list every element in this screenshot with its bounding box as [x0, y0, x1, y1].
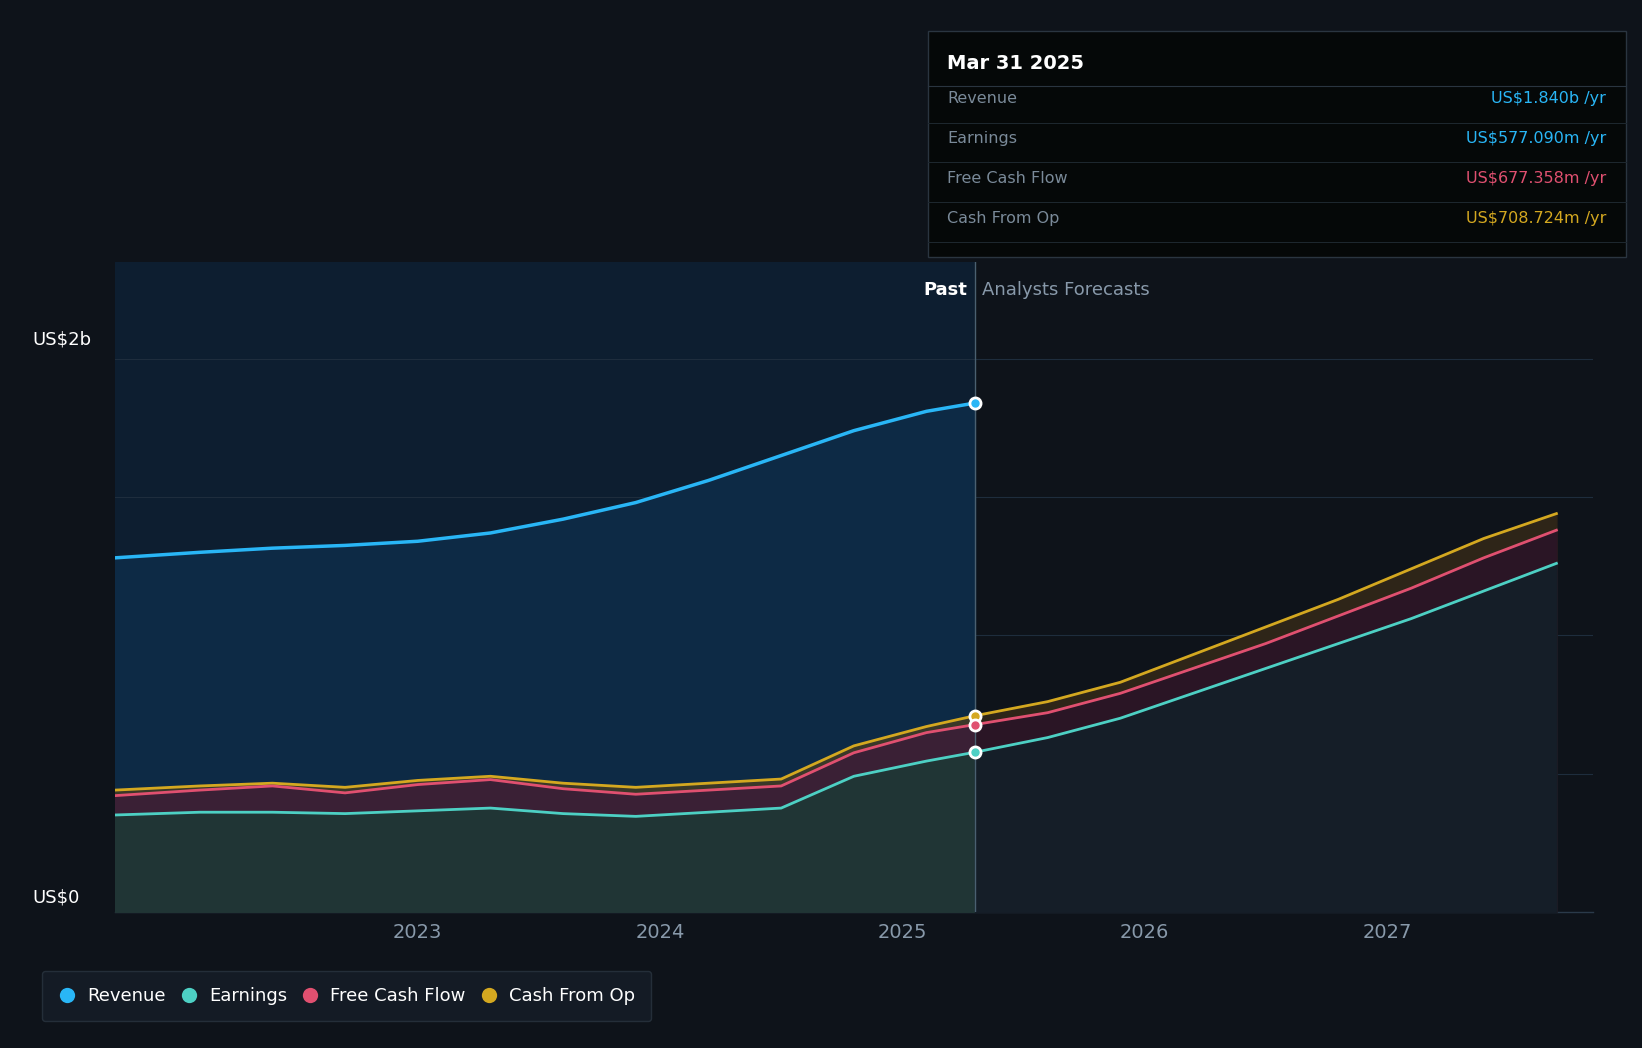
Text: Earnings: Earnings: [947, 131, 1018, 146]
Text: US$677.358m /yr: US$677.358m /yr: [1466, 171, 1606, 185]
Text: Revenue: Revenue: [947, 91, 1018, 106]
Bar: [115, 262, 975, 912]
Text: Past: Past: [924, 282, 967, 300]
Text: US$1.840b /yr: US$1.840b /yr: [1491, 91, 1606, 106]
Bar: [975, 262, 1593, 912]
Text: Free Cash Flow: Free Cash Flow: [947, 171, 1067, 185]
Text: Cash From Op: Cash From Op: [947, 211, 1059, 225]
Text: Analysts Forecasts: Analysts Forecasts: [982, 282, 1149, 300]
Text: US$577.090m /yr: US$577.090m /yr: [1466, 131, 1606, 146]
Text: US$2b: US$2b: [33, 330, 92, 348]
Text: US$708.724m /yr: US$708.724m /yr: [1466, 211, 1606, 225]
Text: US$0: US$0: [33, 889, 80, 907]
Legend: Revenue, Earnings, Free Cash Flow, Cash From Op: Revenue, Earnings, Free Cash Flow, Cash …: [41, 970, 652, 1022]
Text: Mar 31 2025: Mar 31 2025: [947, 54, 1084, 73]
